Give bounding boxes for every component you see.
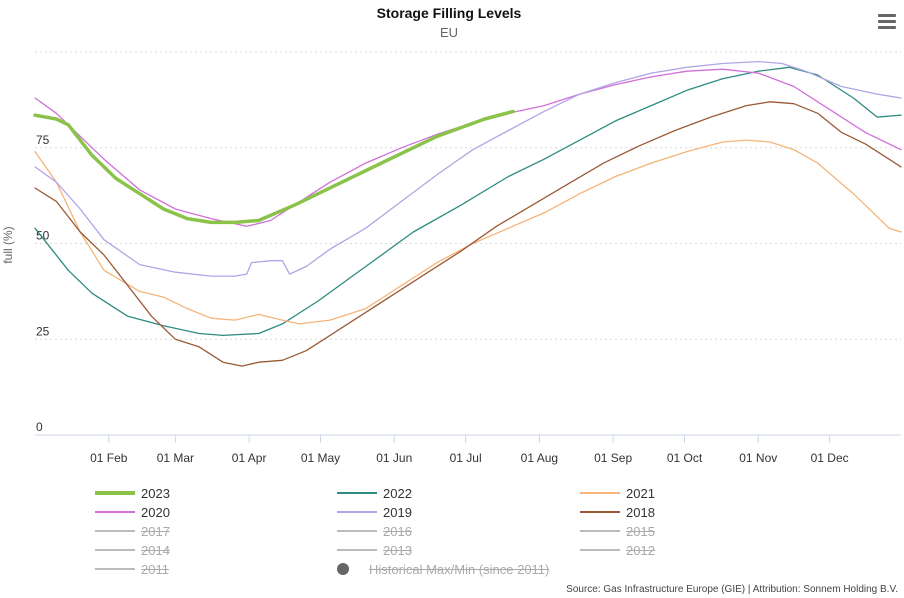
legend-label: 2013	[383, 542, 412, 558]
legend-label: 2018	[626, 504, 655, 520]
legend-line-icon	[337, 530, 377, 532]
x-tick-label: 01 Aug	[521, 451, 558, 465]
y-tick-label: 0	[36, 420, 43, 434]
chart-subtitle: EU	[439, 25, 459, 40]
legend-line-icon	[580, 492, 620, 494]
series-line-2022[interactable]	[34, 66, 902, 337]
legend-dot-icon	[337, 563, 349, 575]
legend-line-icon	[580, 549, 620, 551]
legend-line-icon	[337, 492, 377, 494]
legend-line-icon	[337, 511, 377, 513]
legend-line-icon	[95, 568, 135, 570]
x-axis: 01 Feb 01 Mar 01 Apr 01 May 01 Jun 01 Jul 01 A…	[35, 434, 901, 465]
legend-line-icon	[95, 549, 135, 551]
legend-item-2020[interactable]: 2020	[95, 503, 170, 521]
y-tick-label: 75	[36, 133, 50, 147]
legend-label: 2012	[626, 542, 655, 558]
legend-item-2021[interactable]: 2021	[580, 484, 655, 502]
legend-item-2022[interactable]: 2022	[337, 484, 412, 502]
legend-line-icon	[337, 549, 377, 551]
x-tick-label: 01 Dec	[811, 451, 849, 465]
grid-lines	[35, 51, 901, 436]
legend-item-2017[interactable]: 2017	[95, 522, 170, 540]
legend-label: 2019	[383, 504, 412, 520]
series-line-2023[interactable]	[33, 109, 515, 225]
legend-item-2012[interactable]: 2012	[580, 541, 655, 559]
x-tick-label: 01 Jun	[376, 451, 412, 465]
x-tick-label: 01 Mar	[157, 451, 194, 465]
source-attribution: Source: Gas Infrastructure Europe (GIE) …	[566, 584, 898, 595]
legend-label: 2020	[141, 504, 170, 520]
x-tick-label: 01 Jul	[450, 451, 482, 465]
legend-item-2023[interactable]: 2023	[95, 484, 170, 502]
x-tick-label: 01 May	[301, 451, 340, 465]
series-line-2019[interactable]	[34, 60, 902, 277]
legend-line-icon	[95, 530, 135, 532]
legend-label: 2022	[383, 485, 412, 501]
series-line-2018[interactable]	[34, 101, 902, 367]
legend-item-historical-max-min-since-2011-[interactable]: Historical Max/Min (since 2011)	[323, 560, 549, 578]
legend-item-2011[interactable]: 2011	[95, 560, 169, 578]
x-tick-label: 01 Oct	[667, 451, 703, 465]
x-tick-label: 01 Nov	[739, 451, 777, 465]
legend-label: 2014	[141, 542, 170, 558]
legend-label: Historical Max/Min (since 2011)	[369, 561, 550, 577]
legend-line-icon	[580, 511, 620, 513]
legend-label: 2015	[626, 523, 655, 539]
series-group	[33, 60, 902, 367]
legend-item-2019[interactable]: 2019	[337, 503, 412, 521]
y-tick-label: 50	[36, 229, 50, 243]
hamburger-menu-icon[interactable]	[876, 12, 898, 32]
legend-label: 2021	[626, 485, 655, 501]
legend-line-icon	[95, 511, 135, 513]
y-axis: 0 25 50 75	[36, 133, 50, 434]
legend-line-icon	[580, 530, 620, 532]
legend-item-2014[interactable]: 2014	[95, 541, 170, 559]
legend-item-2016[interactable]: 2016	[337, 522, 412, 540]
legend-label: 2023	[141, 485, 170, 501]
legend-label: 2017	[141, 523, 170, 539]
legend-item-2015[interactable]: 2015	[580, 522, 655, 540]
series-line-2021[interactable]	[34, 139, 902, 325]
legend-line-icon	[95, 491, 135, 495]
x-tick-label: 01 Feb	[90, 451, 128, 465]
x-tick-label: 01 Sep	[594, 451, 632, 465]
legend-item-2018[interactable]: 2018	[580, 503, 655, 521]
legend: 2023 2022 2021 2020 2019 2018 2017 2016 2015 2014…	[0, 480, 904, 580]
series-line-2020[interactable]	[34, 68, 902, 227]
chart-canvas: 01 Feb 01 Mar 01 Apr 01 May 01 Jun 01 Jul 01 A…	[1, 51, 902, 465]
chart-title: Storage Filling Levels	[376, 5, 522, 21]
y-tick-label: 25	[36, 324, 50, 338]
legend-label: 2016	[383, 523, 412, 539]
y-axis-label: full (%)	[1, 226, 15, 263]
x-tick-label: 01 Apr	[232, 451, 267, 465]
legend-label: 2011	[141, 561, 169, 577]
legend-item-2013[interactable]: 2013	[337, 541, 412, 559]
